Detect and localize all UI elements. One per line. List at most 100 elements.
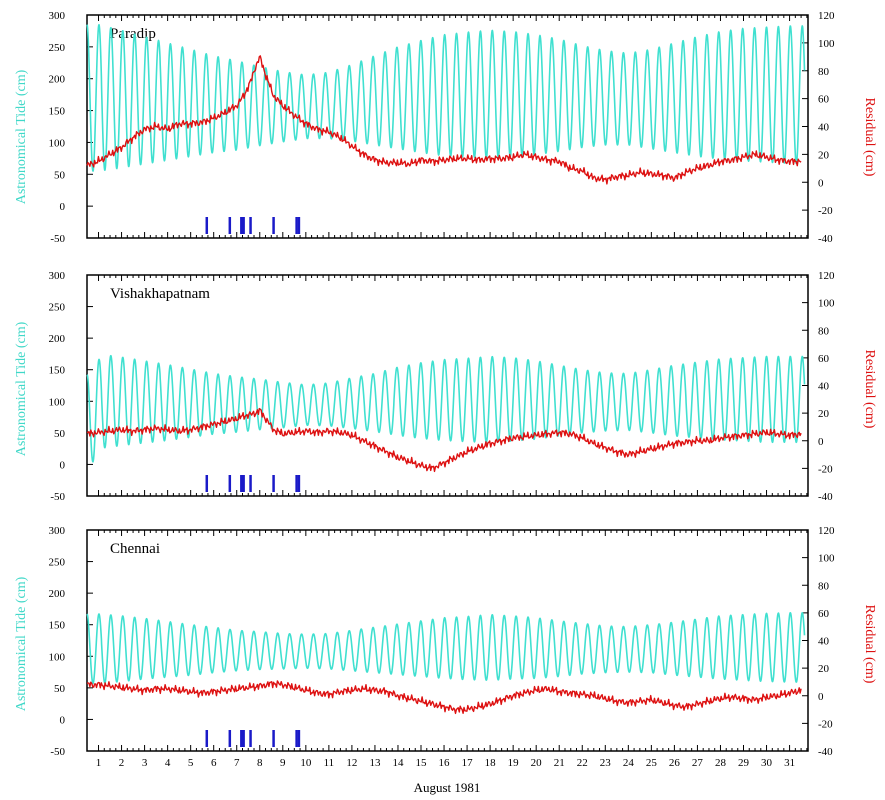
- right-tick-label: -20: [818, 718, 833, 730]
- right-tick-label: 120: [818, 270, 835, 282]
- plot-frame: [86, 14, 809, 239]
- x-tick-label: 27: [692, 757, 704, 769]
- residual-line: [86, 55, 802, 185]
- right-axis-title: Residual (cm): [862, 98, 877, 177]
- left-axis-title: Astronomical Tide (cm): [14, 69, 29, 204]
- right-tick-label: 80: [818, 66, 830, 78]
- residual-line: [86, 680, 802, 715]
- x-tick-label: 25: [646, 757, 658, 769]
- residual-line: [86, 407, 802, 473]
- right-tick-label: 20: [818, 663, 830, 675]
- x-tick-label: 22: [577, 757, 588, 769]
- x-tick-label: 31: [784, 757, 795, 769]
- panel-paradip: Paradip Astronomical Tide (cm) Residual …: [14, 10, 877, 245]
- station-label: Paradip: [110, 26, 156, 42]
- right-tick-label: 60: [818, 353, 830, 365]
- right-tick-label: 100: [818, 38, 835, 50]
- left-tick-label: 0: [60, 459, 66, 471]
- right-tick-label: 40: [818, 381, 830, 393]
- left-tick-label: 150: [49, 365, 66, 377]
- right-tick-label: 80: [818, 580, 830, 592]
- panel-chennai: Chennai Astronomical Tide (cm) Residual …: [14, 525, 877, 758]
- astronomical-tide-line: [86, 354, 806, 463]
- left-tick-label: 200: [49, 74, 66, 86]
- right-tick-label: 120: [818, 10, 835, 22]
- right-axis-title: Residual (cm): [862, 350, 877, 429]
- right-tick-label: 100: [818, 298, 835, 310]
- left-tick-label: 50: [54, 169, 66, 181]
- left-tick-label: 200: [49, 333, 66, 345]
- left-tick-label: -50: [50, 491, 65, 503]
- x-tick-label: 17: [462, 757, 474, 769]
- x-tick-label: 16: [439, 757, 451, 769]
- station-label: Chennai: [110, 541, 160, 557]
- x-tick-label: 21: [554, 757, 565, 769]
- x-tick-label: 18: [485, 757, 497, 769]
- left-tick-label: 150: [49, 620, 66, 632]
- astronomical-tide-line: [86, 612, 806, 685]
- x-tick-label: 11: [324, 757, 335, 769]
- x-tick-label: 9: [280, 757, 286, 769]
- right-tick-label: -40: [818, 746, 833, 758]
- x-tick-label: 30: [761, 757, 773, 769]
- x-tick-label: 19: [508, 757, 520, 769]
- x-tick-label: 23: [600, 757, 612, 769]
- left-tick-label: 250: [49, 302, 66, 314]
- right-tick-label: -20: [818, 463, 833, 475]
- left-tick-label: 300: [49, 10, 66, 22]
- left-tick-label: -50: [50, 233, 65, 245]
- left-tick-label: 0: [60, 714, 66, 726]
- right-tick-label: 60: [818, 608, 830, 620]
- right-tick-label: 20: [818, 149, 830, 161]
- left-tick-label: 200: [49, 588, 66, 600]
- x-tick-label: 8: [257, 757, 263, 769]
- right-tick-label: 20: [818, 408, 830, 420]
- x-tick-label: 14: [392, 757, 404, 769]
- left-tick-label: 50: [54, 683, 66, 695]
- x-tick-label: 6: [211, 757, 217, 769]
- right-tick-label: 60: [818, 94, 830, 106]
- left-tick-label: 250: [49, 557, 66, 569]
- right-tick-label: 40: [818, 636, 830, 648]
- right-tick-label: -40: [818, 491, 833, 503]
- x-tick-label: 12: [346, 757, 357, 769]
- right-tick-label: 40: [818, 122, 830, 134]
- x-axis-title: August 1981: [414, 780, 481, 795]
- x-tick-label: 1: [96, 757, 102, 769]
- x-tick-label: 20: [531, 757, 543, 769]
- left-tick-label: 0: [60, 201, 66, 213]
- right-tick-label: 100: [818, 553, 835, 565]
- left-tick-label: 300: [49, 525, 66, 537]
- right-tick-label: 80: [818, 325, 830, 337]
- x-tick-label: 10: [300, 757, 312, 769]
- x-tick-label: 3: [142, 757, 148, 769]
- x-tick-label: 15: [416, 757, 428, 769]
- astronomical-tide-line: [86, 23, 806, 172]
- left-tick-label: 100: [49, 651, 66, 663]
- station-label: Vishakhapatnam: [110, 286, 210, 302]
- right-tick-label: -40: [818, 233, 833, 245]
- left-tick-label: 50: [54, 428, 66, 440]
- right-tick-label: 0: [818, 436, 824, 448]
- x-tick-label: 26: [669, 757, 681, 769]
- left-tick-label: 100: [49, 396, 66, 408]
- right-axis-title: Residual (cm): [862, 605, 877, 684]
- x-tick-label: 2: [119, 757, 125, 769]
- right-tick-label: 120: [818, 525, 835, 537]
- x-tick-label: 24: [623, 757, 635, 769]
- x-tick-label: 7: [234, 757, 240, 769]
- left-tick-label: -50: [50, 746, 65, 758]
- left-tick-label: 100: [49, 137, 66, 149]
- panel-vishakhapatnam: Vishakhapatnam Astronomical Tide (cm) Re…: [14, 270, 877, 503]
- left-axis-title: Astronomical Tide (cm): [14, 321, 29, 456]
- x-tick-label: 13: [369, 757, 381, 769]
- right-tick-label: -20: [818, 205, 833, 217]
- right-tick-label: 0: [818, 691, 824, 703]
- x-tick-label: 28: [715, 757, 727, 769]
- x-tick-label: 29: [738, 757, 750, 769]
- left-axis-title: Astronomical Tide (cm): [14, 576, 29, 711]
- left-tick-label: 250: [49, 42, 66, 54]
- right-tick-label: 0: [818, 177, 824, 189]
- x-tick-label: 4: [165, 757, 171, 769]
